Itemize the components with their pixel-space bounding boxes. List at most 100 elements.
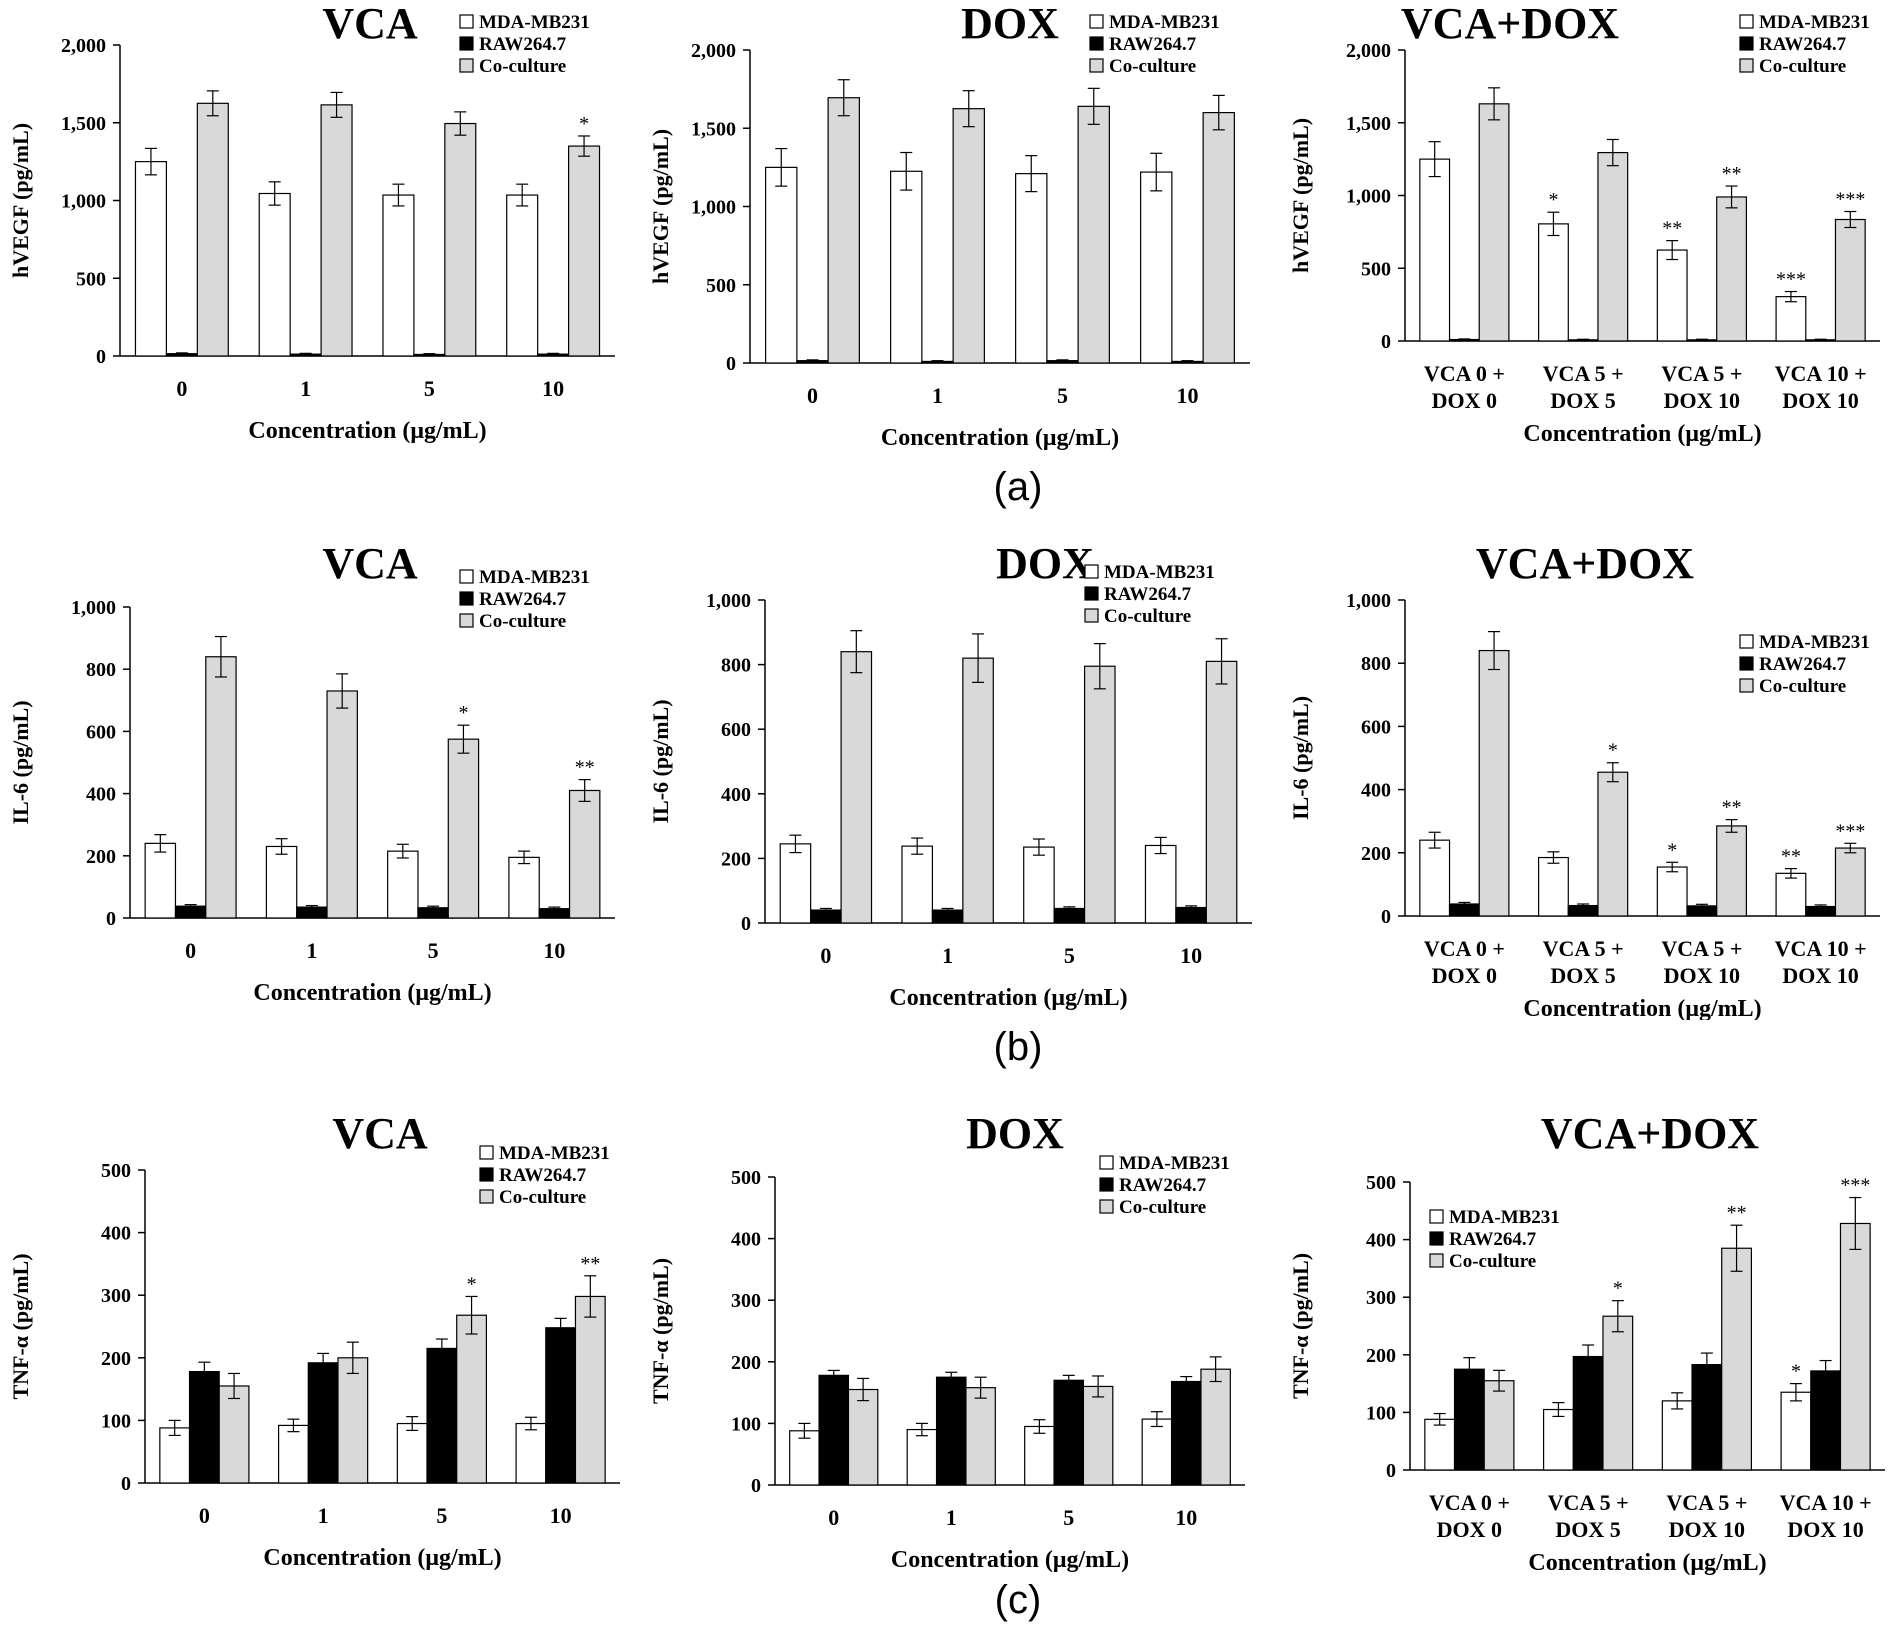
bar-mda-mb231 (1424, 1418, 1456, 1471)
bar-co-culture (1597, 151, 1629, 342)
x-tick-label: VCA 5 + (1543, 936, 1624, 961)
bar-raw264-7 (1691, 1363, 1723, 1471)
y-tick-label: 0 (726, 353, 736, 375)
legend-label: MDA-MB231 (1449, 1207, 1560, 1228)
x-axis-label: Concentration (μg/mL) (891, 1547, 1129, 1573)
significance-marker: * (1667, 839, 1677, 861)
legend-label: RAW264.7 (499, 1165, 587, 1186)
legend-swatch (459, 613, 474, 628)
x-tick-label: VCA 5 + (1661, 361, 1742, 386)
bar-raw264-7 (426, 1347, 458, 1484)
x-tick-label: 10 (1180, 943, 1202, 968)
x-axis-label: Concentration (μg/mL) (1528, 1550, 1766, 1576)
bar-co-culture (840, 651, 873, 924)
chart-title: DOX (996, 540, 1094, 588)
y-axis-label: hVEGF (pg/mL) (648, 129, 673, 284)
significance-marker: ** (580, 1253, 600, 1275)
y-tick-label: 100 (101, 1410, 131, 1432)
x-tick-label: 5 (1063, 1505, 1074, 1530)
significance-marker: *** (1835, 189, 1865, 211)
bar-co-culture (337, 1357, 369, 1484)
legend-label: MDA-MB231 (1759, 12, 1870, 33)
bar-co-culture (1478, 103, 1510, 342)
bar-raw264-7 (307, 1362, 339, 1484)
y-axis-label: TNF-α (pg/mL) (1288, 1253, 1313, 1399)
chart-svg-c-vca: VCA 0 100 200 300 400 500 TNF-α (pg/mL) 0 1 * 5 ** 10… (8, 1110, 620, 1571)
bar-mda-mb231 (1542, 1408, 1574, 1471)
legend-label: RAW264.7 (479, 589, 567, 610)
legend-swatch (1084, 564, 1099, 579)
bar-mda-mb231 (1537, 856, 1569, 917)
bar-mda-mb231 (515, 1422, 547, 1484)
bar-co-culture (1483, 1380, 1515, 1471)
legend-swatch (1099, 1199, 1114, 1214)
chart-title: DOX (966, 1110, 1064, 1158)
y-tick-label: 500 (1366, 1172, 1396, 1194)
legend-label: Co-culture (499, 1187, 586, 1208)
x-tick-label: 1 (318, 1503, 329, 1528)
legend-swatch (1739, 634, 1754, 649)
y-tick-label: 200 (721, 848, 751, 870)
bar-co-culture (847, 1388, 879, 1486)
x-tick-label: 5 (424, 376, 435, 401)
legend-label: Co-culture (1104, 606, 1191, 627)
legend-label: RAW264.7 (1119, 1175, 1207, 1196)
x-tick-label: 10 (550, 1503, 572, 1528)
y-tick-label: 0 (121, 1473, 131, 1495)
chart-svg-a-dox: DOX 0 500 1,000 1,500 2,000 hVEGF (pg/mL) 0 1 5 10… (648, 0, 1250, 451)
x-tick-label: 5 (1057, 383, 1068, 408)
y-tick-label: 0 (1381, 331, 1391, 353)
bar-mda-mb231 (134, 161, 168, 357)
legend-label: Co-culture (1449, 1251, 1536, 1272)
legend-label: RAW264.7 (1109, 34, 1197, 55)
chart-svg-b-vca: VCA 0 200 400 600 800 1,000 IL-6 (pg/mL) 0 1 * 5 ** 1… (8, 540, 615, 1006)
x-tick-label: DOX 5 (1550, 388, 1615, 413)
chart-title: VCA (322, 540, 418, 588)
chart-a-combo: VCA+DOX 0 500 1,000 1,500 2,000 hVEGF (pg/mL) V… (1280, 0, 1900, 460)
y-tick-label: 200 (1361, 843, 1391, 865)
bar-co-culture (965, 1387, 996, 1486)
legend-label: MDA-MB231 (1119, 1153, 1230, 1174)
x-axis-label: Concentration (μg/mL) (248, 418, 486, 444)
y-tick-label: 1,500 (691, 118, 736, 140)
x-tick-label: DOX 10 (1664, 963, 1740, 988)
legend-label: Co-culture (1759, 676, 1846, 697)
significance-marker: * (467, 1273, 477, 1295)
y-tick-label: 2,000 (61, 35, 106, 57)
legend-swatch (1429, 1209, 1444, 1224)
bar-co-culture (568, 789, 601, 919)
y-tick-label: 500 (1361, 258, 1391, 280)
legend-swatch (1099, 1177, 1114, 1192)
legend-swatch (459, 14, 474, 29)
legend-swatch (1084, 608, 1099, 623)
y-tick-label: 400 (1361, 780, 1391, 802)
section-label-c: (c) (994, 1578, 1042, 1622)
bar-co-culture (1602, 1315, 1634, 1471)
y-tick-label: 500 (101, 1160, 131, 1182)
y-tick-label: 0 (741, 913, 751, 935)
x-tick-label: DOX 10 (1664, 388, 1740, 413)
bar-co-culture (196, 102, 229, 357)
x-tick-label: DOX 10 (1782, 963, 1858, 988)
bar-mda-mb231 (779, 843, 812, 924)
significance-marker: ** (1781, 846, 1801, 868)
y-tick-label: 1,000 (691, 197, 736, 219)
legend-swatch (1089, 14, 1104, 29)
chart-title: VCA+DOX (1476, 540, 1694, 588)
bar-mda-mb231 (396, 1422, 428, 1484)
legend-label: MDA-MB231 (479, 567, 590, 588)
bar-mda-mb231 (1419, 158, 1451, 342)
bar-co-culture (574, 1295, 606, 1484)
legend-swatch (479, 1189, 494, 1204)
y-tick-label: 600 (1361, 716, 1391, 738)
chart-title: VCA+DOX (1541, 1110, 1759, 1158)
bar-co-culture (1478, 649, 1510, 917)
y-tick-label: 0 (96, 346, 106, 368)
legend-swatch (1429, 1253, 1444, 1268)
bar-mda-mb231 (1780, 1391, 1812, 1471)
x-tick-label: VCA 10 + (1775, 361, 1867, 386)
bar-raw264-7 (1572, 1355, 1604, 1471)
x-tick-label: 1 (306, 938, 317, 963)
bar-co-culture (1716, 196, 1748, 342)
x-tick-label: 5 (1064, 943, 1075, 968)
